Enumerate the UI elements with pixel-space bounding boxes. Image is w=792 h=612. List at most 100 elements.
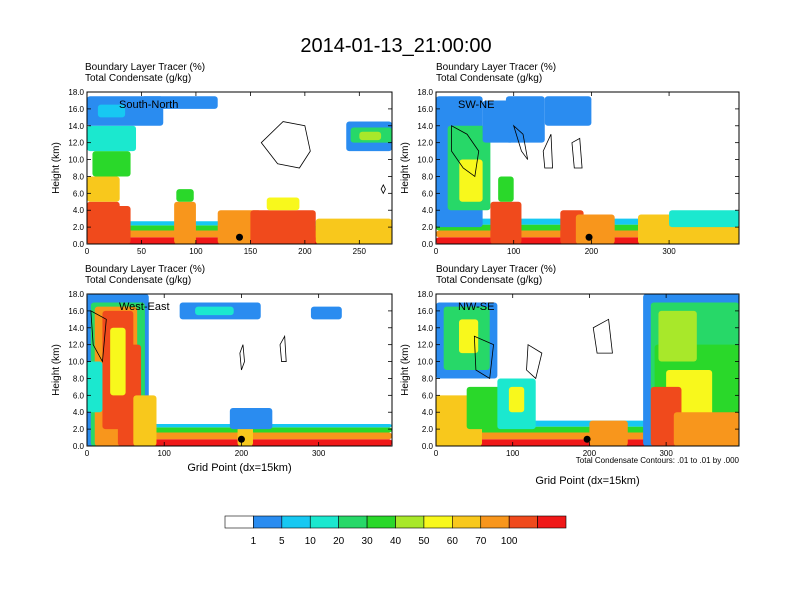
colorbar-label: 20 [333,536,345,547]
y-tick-label: 10.0 [417,156,433,165]
x-tick-label: 200 [583,449,597,458]
field-region [176,189,194,202]
field-region [133,395,157,446]
field-region [266,197,300,211]
x-tick-label: 0 [434,449,439,458]
panel-label: NW-SE [458,301,494,313]
x-tick-label: 200 [298,247,312,256]
colorbar-label: 30 [362,536,374,547]
y-tick-label: 2.0 [422,223,434,232]
x-tick-label: 100 [158,449,172,458]
field-region [174,201,196,244]
y-tick-label: 0.0 [422,240,434,249]
field [436,92,739,244]
colorbar-swatch [480,515,510,529]
y-tick-label: 8.0 [422,172,434,181]
y-tick-label: 6.0 [73,391,85,400]
panel-title-line2: Total Condensate (g/kg) [436,275,542,286]
location-marker [237,435,245,443]
panel-title-line2: Total Condensate (g/kg) [85,73,191,84]
panel-label: SW-NE [458,99,494,111]
y-axis-label: Height (km) [400,344,411,396]
condensate-contour [592,318,613,354]
field-region [110,327,126,396]
condensate-contour [239,344,245,371]
panel-title-line2: Total Condensate (g/kg) [436,73,542,84]
panel-west-east: Boundary Layer Tracer (%)Total Condensat… [51,264,393,474]
y-tick-label: 0.0 [73,240,85,249]
colorbar-label: 40 [390,536,402,547]
x-tick-label: 300 [662,247,676,256]
colorbar-label: 5 [279,536,285,547]
field-region [310,306,342,320]
field-region [87,176,120,202]
x-tick-label: 100 [506,449,520,458]
panel-label: South-North [119,99,178,111]
y-tick-label: 8.0 [422,374,434,383]
field-region [498,176,514,202]
y-tick-label: 2.0 [73,425,85,434]
field [436,294,739,446]
colorbar-swatch [224,515,254,529]
y-tick-label: 18.0 [68,290,84,299]
condensate-contour [571,137,583,169]
field-region [575,214,615,244]
field-region [229,408,273,430]
y-tick-label: 14.0 [417,122,433,131]
y-tick-label: 14.0 [417,324,433,333]
field-region [669,210,739,228]
condensate-contour [526,343,543,380]
colorbar-label: 100 [501,536,518,547]
y-tick-label: 18.0 [417,290,433,299]
y-tick-label: 2.0 [422,425,434,434]
colorbar-swatch [395,515,425,529]
x-axis-label: Grid Point (dx=15km) [535,475,639,487]
x-tick-label: 300 [312,449,326,458]
field-region [459,319,479,354]
y-tick-label: 10.0 [68,156,84,165]
field [87,294,392,446]
x-tick-label: 50 [137,247,146,256]
field [87,92,392,244]
y-tick-label: 12.0 [417,341,433,350]
colorbar-swatch [309,515,339,529]
y-tick-label: 8.0 [73,172,85,181]
panels: Boundary Layer Tracer (%)Total Condensat… [51,62,740,487]
y-tick-label: 4.0 [73,206,85,215]
condensate-contour [279,334,287,362]
field-region [490,201,522,244]
field-region [195,306,234,316]
x-tick-label: 0 [85,449,90,458]
location-marker [585,233,593,241]
colorbar-swatch [423,515,453,529]
colorbar: 1 5 10 20 30 40 50 60 70 100 [224,515,567,547]
field-region [673,412,739,446]
y-tick-label: 14.0 [68,324,84,333]
x-tick-label: 200 [235,449,249,458]
x-axis-label: Grid Point (dx=15km) [187,462,291,474]
y-tick-label: 12.0 [68,341,84,350]
y-tick-label: 0.0 [422,442,434,451]
location-marker [236,233,243,241]
field-region [505,96,545,143]
field-region [544,96,592,126]
y-tick-label: 12.0 [417,139,433,148]
y-tick-label: 16.0 [417,105,433,114]
colorbar-swatch [452,515,482,529]
colorbar-swatch [508,515,538,529]
y-tick-label: 12.0 [68,139,84,148]
field-region [97,104,126,118]
field-region [87,361,103,413]
y-tick-label: 4.0 [73,408,85,417]
y-tick-label: 10.0 [68,358,84,367]
condensate-contour [542,134,553,169]
field-region [87,201,120,244]
panel-title-line1: Boundary Layer Tracer (%) [85,62,205,73]
condensate-contour [380,184,386,195]
x-tick-label: 150 [244,247,258,256]
panel-title-line1: Boundary Layer Tracer (%) [85,264,205,275]
panel-title-line1: Boundary Layer Tracer (%) [436,62,556,73]
colorbar-label: 50 [418,536,430,547]
colorbar-label: 1 [251,536,257,547]
x-tick-label: 200 [585,247,599,256]
